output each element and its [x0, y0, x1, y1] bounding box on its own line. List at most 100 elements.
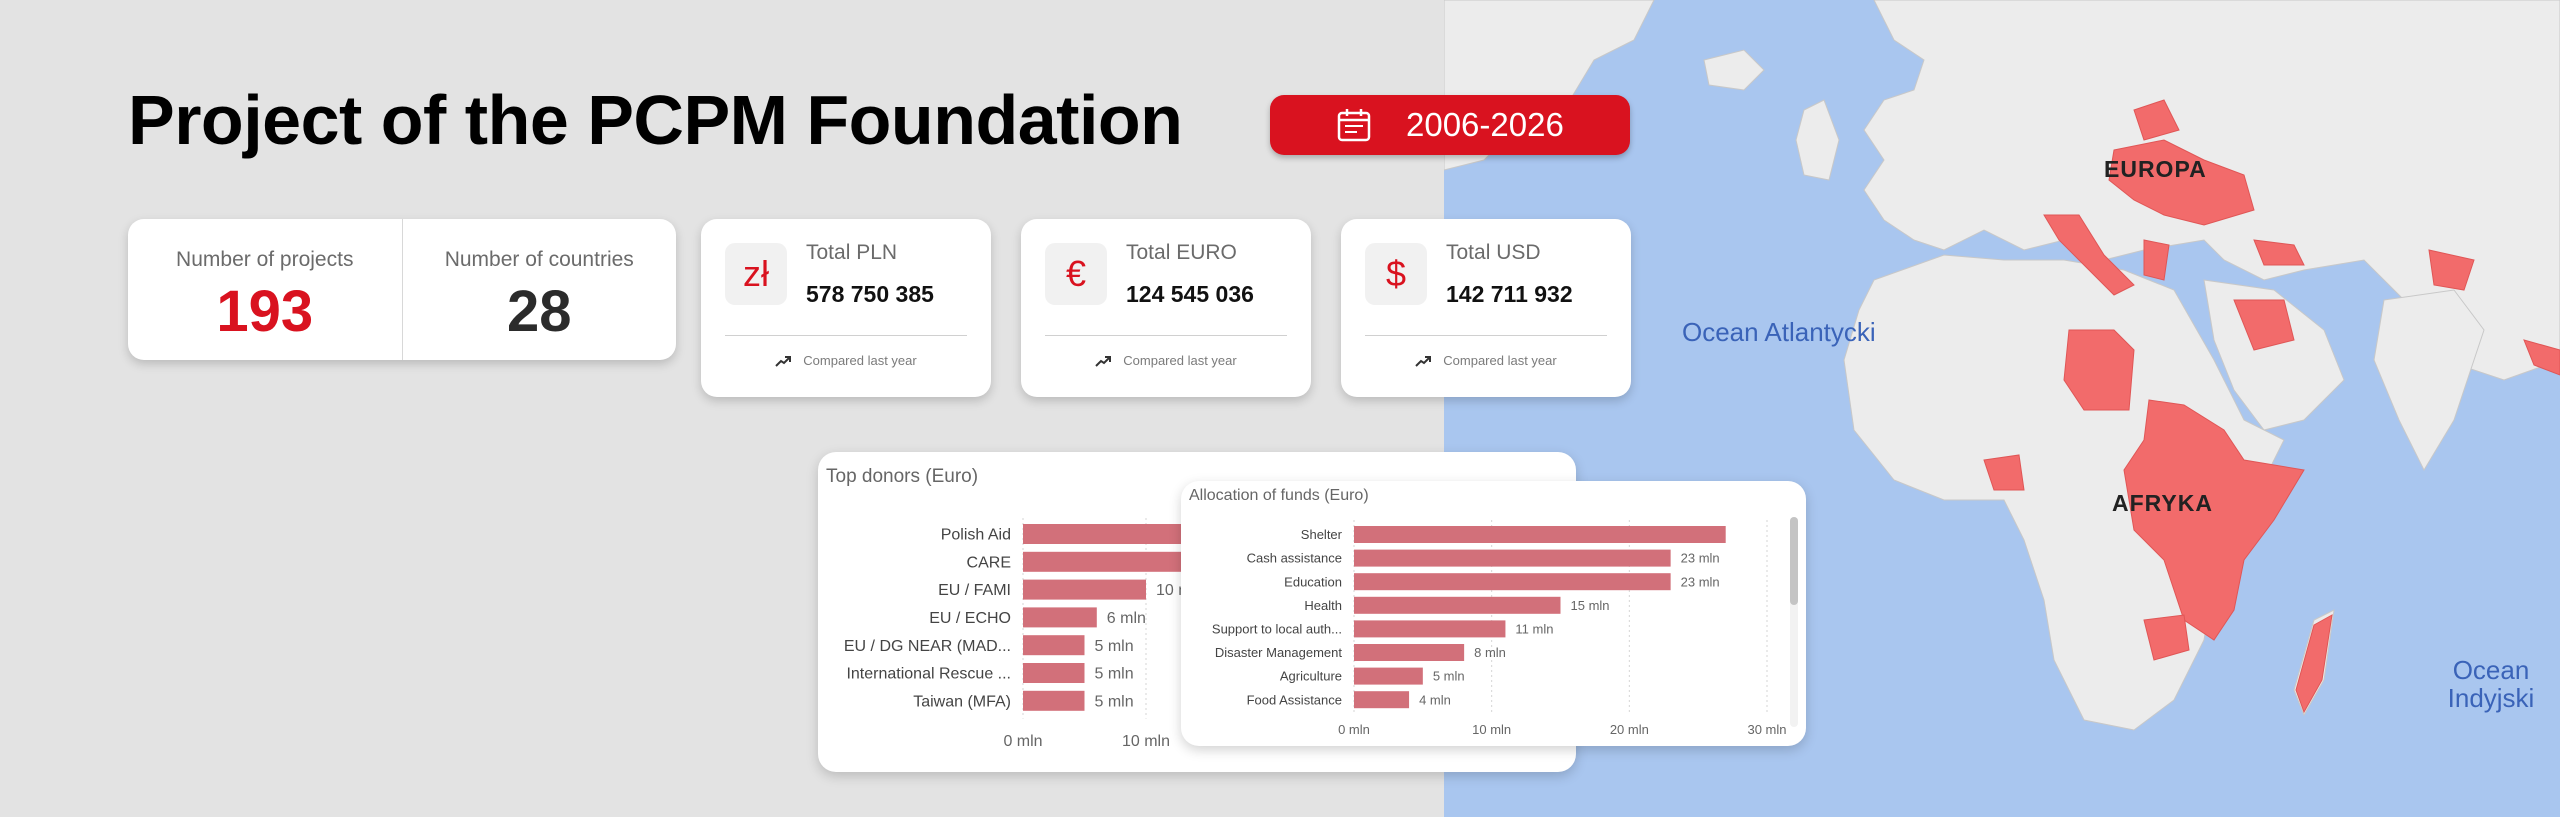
- x-tick-label: 10 mln: [1472, 722, 1511, 737]
- region-zimbabwe-highlight: [2143, 614, 2190, 661]
- bar: [1023, 635, 1085, 656]
- atlantic-ocean-label: Ocean Atlantycki: [1682, 317, 1876, 347]
- data-label: 4 mln: [1419, 692, 1451, 707]
- data-label: 6 mln: [1107, 610, 1146, 627]
- data-label: 23 mln: [1681, 574, 1720, 589]
- data-label: 5 mln: [1095, 638, 1134, 655]
- europe-label: EUROPA: [2104, 156, 2207, 182]
- region-east-africa-highlight: [2123, 399, 2305, 641]
- total-pln-label: Total PLN: [806, 241, 898, 264]
- calendar-icon: [1337, 109, 1371, 142]
- region-baltic-highlight: [2133, 99, 2180, 141]
- allocation-scroll-thumb[interactable]: [1790, 517, 1798, 605]
- bar: [1023, 663, 1085, 683]
- allocation-chart[interactable]: Allocation of funds (Euro) 0 mln 10 mln 20…: [1181, 481, 1806, 746]
- region-libya-highlight: [2063, 329, 2135, 411]
- page-title: Project of the PCPM Foundation: [128, 81, 1183, 159]
- category-label: Shelter: [1301, 527, 1343, 542]
- bar: [1354, 620, 1506, 638]
- total-euro-value: 124 545 036: [1126, 281, 1254, 307]
- compare-row: Compared last year: [1341, 353, 1631, 368]
- card-divider: [725, 335, 967, 336]
- compare-label: Compared last year: [1123, 353, 1237, 368]
- category-label: CARE: [967, 554, 1011, 571]
- category-label: EU / DG NEAR (MAD...: [844, 638, 1011, 655]
- category-label: EU / FAMI: [938, 582, 1011, 599]
- category-label: EU / ECHO: [929, 610, 1011, 627]
- bar: [1023, 551, 1208, 572]
- card-divider: [1365, 335, 1607, 336]
- bar: [1354, 526, 1726, 543]
- bar: [1023, 690, 1085, 711]
- total-pln-value: 578 750 385: [806, 281, 934, 307]
- date-range-filter[interactable]: 2006-2026: [1270, 95, 1630, 155]
- data-label: 8 mln: [1474, 645, 1506, 660]
- kpi-card-total-usd: $ Total USD 142 711 932 Compared last ye…: [1341, 219, 1631, 397]
- map-land-arabia: [2203, 279, 2345, 431]
- kpi-projects-label: Number of projects: [176, 248, 354, 271]
- category-label: Cash assistance: [1247, 551, 1342, 566]
- dollar-icon: $: [1365, 243, 1427, 305]
- data-label: 11 mln: [1515, 621, 1553, 636]
- trend-up-icon: [1095, 355, 1112, 367]
- data-label: 23 mln: [1681, 551, 1720, 566]
- region-iraq-syria-highlight: [2233, 299, 2295, 351]
- bar: [1354, 549, 1671, 567]
- card-divider: [1045, 335, 1287, 336]
- bar: [1354, 667, 1423, 685]
- bar: [1023, 579, 1146, 600]
- bar: [1354, 573, 1671, 591]
- category-label: Education: [1284, 574, 1342, 589]
- region-greece-highlight: [2143, 239, 2170, 281]
- category-label: Food Assistance: [1247, 692, 1342, 707]
- category-label: Support to local auth...: [1212, 621, 1342, 636]
- trend-up-icon: [1415, 355, 1432, 367]
- total-usd-label: Total USD: [1446, 241, 1541, 264]
- compare-row: Compared last year: [1021, 353, 1311, 368]
- date-range-label: 2006-2026: [1406, 106, 1564, 143]
- compare-label: Compared last year: [803, 353, 917, 368]
- allocation-scrollbar[interactable]: [1790, 517, 1798, 727]
- bar: [1354, 644, 1465, 661]
- kpi-card-total-pln: zł Total PLN 578 750 385 Compared last y…: [701, 219, 991, 397]
- x-tick-label: 0 mln: [1003, 733, 1042, 750]
- category-label: Taiwan (MFA): [913, 693, 1011, 710]
- x-tick-label: 30 mln: [1747, 722, 1786, 737]
- map-land-iceland: [1703, 49, 1765, 91]
- kpi-card-projects-countries: Number of projects 193 Number of countri…: [128, 219, 676, 360]
- data-label: 5 mln: [1433, 669, 1465, 684]
- data-label: 5 mln: [1095, 666, 1134, 683]
- category-label: Agriculture: [1280, 669, 1342, 684]
- region-italy-balkans-highlight: [2043, 214, 2135, 296]
- region-east-highlight: [2523, 339, 2560, 376]
- map-land-uk: [1795, 99, 1840, 181]
- kpi-card-total-euro: € Total EURO 124 545 036 Compared last y…: [1021, 219, 1311, 397]
- data-label: 5 mln: [1095, 693, 1134, 710]
- top-donors-title: Top donors (Euro): [826, 466, 979, 487]
- allocation-plot: 0 mln 10 mln 20 mln 30 mln Shelter Cash assis…: [1212, 520, 1787, 737]
- kpi-countries-label: Number of countries: [444, 248, 634, 271]
- allocation-title: Allocation of funds (Euro): [1189, 487, 1369, 504]
- bar: [1023, 607, 1097, 628]
- kpi-countries-value: 28: [506, 279, 572, 344]
- kpi-countries: Number of countries 28: [401, 219, 677, 360]
- africa-label: AFRYKA: [2112, 490, 2213, 516]
- compare-label: Compared last year: [1443, 353, 1557, 368]
- x-tick-label: 10 mln: [1122, 733, 1170, 750]
- map-land-africa: [1843, 254, 2285, 731]
- total-usd-value: 142 711 932: [1446, 281, 1573, 307]
- trend-up-icon: [775, 355, 792, 367]
- highlighted-countries: [1983, 99, 2560, 714]
- kpi-projects-value: 193: [216, 279, 314, 344]
- bar: [1354, 691, 1410, 709]
- region-caucasus-highlight: [2253, 239, 2305, 266]
- x-tick-label: 0 mln: [1338, 722, 1370, 737]
- region-poland-ukraine-highlight: [2108, 139, 2255, 226]
- category-label: International Rescue ...: [846, 666, 1011, 683]
- indian-ocean-label: Ocean Indyjski: [2447, 655, 2535, 713]
- compare-row: Compared last year: [701, 353, 991, 368]
- map-canvas: [1444, 0, 2560, 731]
- zloty-icon: zł: [725, 243, 787, 305]
- region-central-asia-highlight: [2428, 249, 2475, 291]
- category-label: Disaster Management: [1215, 645, 1343, 660]
